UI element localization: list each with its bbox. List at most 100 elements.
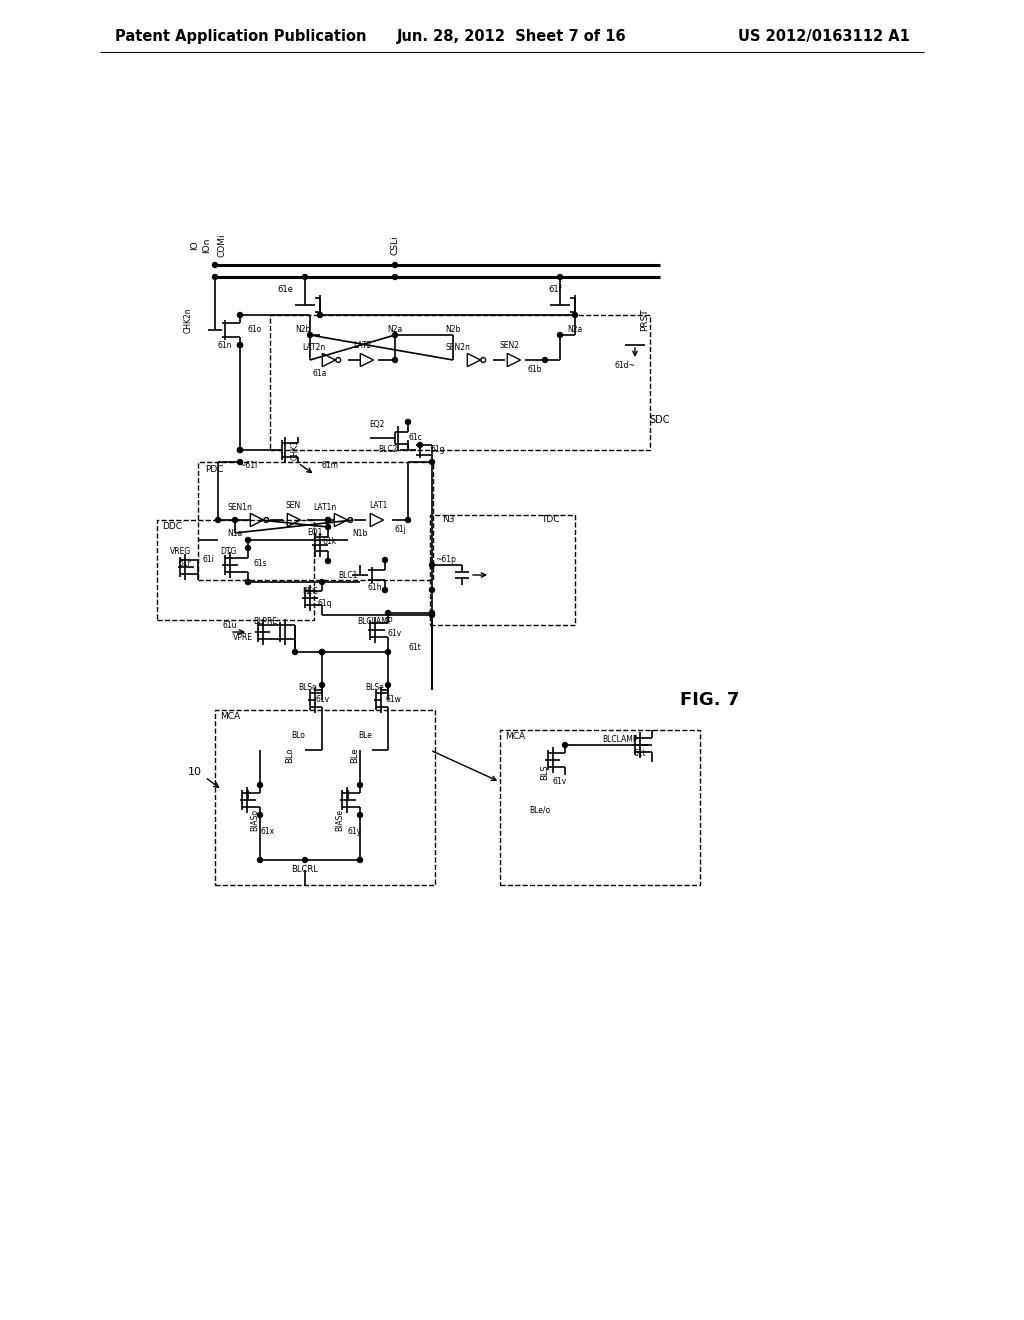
Text: 61b: 61b bbox=[527, 366, 543, 375]
Circle shape bbox=[392, 333, 397, 338]
Text: 61r: 61r bbox=[178, 558, 191, 568]
Circle shape bbox=[385, 610, 390, 615]
Circle shape bbox=[319, 682, 325, 688]
Text: BLe/o: BLe/o bbox=[529, 805, 551, 814]
Circle shape bbox=[383, 557, 387, 562]
Circle shape bbox=[392, 275, 397, 280]
Text: BLe: BLe bbox=[358, 730, 372, 739]
Circle shape bbox=[213, 263, 217, 268]
Circle shape bbox=[238, 313, 243, 318]
Text: DDC: DDC bbox=[162, 521, 182, 531]
Bar bbox=[500, 730, 700, 884]
Text: MCA: MCA bbox=[220, 711, 240, 721]
Text: 61c: 61c bbox=[409, 433, 422, 442]
Text: BLCLAMP: BLCLAMP bbox=[357, 618, 393, 627]
Circle shape bbox=[257, 813, 262, 817]
Text: 61w: 61w bbox=[385, 694, 401, 704]
Text: N2a: N2a bbox=[567, 326, 583, 334]
Text: 61s: 61s bbox=[253, 558, 267, 568]
Text: 61n: 61n bbox=[218, 341, 232, 350]
Text: 61d~: 61d~ bbox=[614, 360, 636, 370]
Text: 61m: 61m bbox=[322, 461, 339, 470]
Text: TDC: TDC bbox=[541, 516, 559, 524]
Text: BLo: BLo bbox=[291, 730, 305, 739]
Text: BLPRE: BLPRE bbox=[253, 618, 278, 627]
Text: EQ2: EQ2 bbox=[370, 421, 385, 429]
Bar bbox=[270, 315, 650, 450]
Text: 61t: 61t bbox=[634, 750, 646, 759]
Circle shape bbox=[429, 459, 434, 465]
Text: EQ1: EQ1 bbox=[307, 528, 323, 537]
Text: BIASo: BIASo bbox=[251, 809, 259, 832]
Circle shape bbox=[317, 313, 323, 318]
Text: COMi: COMi bbox=[217, 234, 226, 257]
Circle shape bbox=[429, 610, 434, 615]
Text: ~61p: ~61p bbox=[435, 556, 457, 565]
Circle shape bbox=[543, 358, 548, 363]
Text: SEN1n: SEN1n bbox=[227, 503, 253, 512]
Circle shape bbox=[572, 313, 578, 318]
Circle shape bbox=[406, 517, 411, 523]
Text: 61o: 61o bbox=[248, 326, 262, 334]
Circle shape bbox=[385, 682, 390, 688]
Text: 61x: 61x bbox=[261, 828, 275, 837]
Text: SDC: SDC bbox=[650, 414, 671, 425]
Text: SEN2: SEN2 bbox=[500, 341, 520, 350]
Text: CHK2n: CHK2n bbox=[183, 308, 193, 333]
Text: N3: N3 bbox=[441, 516, 455, 524]
Circle shape bbox=[232, 517, 238, 523]
Text: LAT1n: LAT1n bbox=[313, 503, 337, 512]
Text: BLCLAMP: BLCLAMP bbox=[602, 735, 638, 744]
Text: BLSe: BLSe bbox=[366, 682, 384, 692]
Circle shape bbox=[429, 587, 434, 593]
Text: 61t: 61t bbox=[409, 644, 421, 652]
Circle shape bbox=[392, 358, 397, 363]
Text: 61f: 61f bbox=[548, 285, 562, 294]
Text: N1b: N1b bbox=[352, 528, 368, 537]
Text: PDC: PDC bbox=[205, 465, 223, 474]
Text: BLC1: BLC1 bbox=[338, 572, 357, 581]
Circle shape bbox=[406, 420, 411, 425]
Text: 61u: 61u bbox=[223, 620, 238, 630]
Circle shape bbox=[238, 342, 243, 347]
Text: 61q: 61q bbox=[317, 598, 332, 607]
Circle shape bbox=[238, 342, 243, 347]
Circle shape bbox=[246, 579, 251, 585]
Circle shape bbox=[357, 858, 362, 862]
Circle shape bbox=[302, 858, 307, 862]
Text: N1a: N1a bbox=[227, 528, 243, 537]
Text: US 2012/0163112 A1: US 2012/0163112 A1 bbox=[738, 29, 910, 45]
Circle shape bbox=[302, 275, 307, 280]
Circle shape bbox=[238, 447, 243, 453]
Bar bbox=[430, 515, 575, 624]
Text: N2b: N2b bbox=[445, 326, 461, 334]
Text: 61v: 61v bbox=[316, 694, 330, 704]
Text: SEN: SEN bbox=[286, 500, 301, 510]
Text: BIASe: BIASe bbox=[336, 809, 344, 832]
Text: PRST: PRST bbox=[640, 309, 649, 331]
Text: 61v: 61v bbox=[553, 777, 567, 787]
Text: BLSo: BLSo bbox=[299, 682, 317, 692]
Text: MCA: MCA bbox=[505, 733, 525, 741]
Text: VREG: VREG bbox=[170, 548, 191, 557]
Circle shape bbox=[293, 649, 298, 655]
Text: Jun. 28, 2012  Sheet 7 of 16: Jun. 28, 2012 Sheet 7 of 16 bbox=[397, 29, 627, 45]
Text: REG: REG bbox=[302, 587, 318, 597]
Text: VPRE: VPRE bbox=[233, 632, 253, 642]
Text: 61k: 61k bbox=[323, 537, 337, 546]
Text: 61e: 61e bbox=[278, 285, 293, 294]
Circle shape bbox=[246, 579, 251, 585]
Text: 61y: 61y bbox=[348, 828, 362, 837]
Text: IO: IO bbox=[190, 240, 200, 249]
Circle shape bbox=[429, 562, 434, 568]
Circle shape bbox=[383, 587, 387, 593]
Bar bbox=[198, 462, 433, 579]
Text: BLe: BLe bbox=[350, 747, 359, 763]
Text: N2b: N2b bbox=[295, 326, 310, 334]
Circle shape bbox=[385, 649, 390, 655]
Circle shape bbox=[557, 275, 562, 280]
Circle shape bbox=[319, 579, 325, 585]
Text: LAT1: LAT1 bbox=[369, 500, 387, 510]
Circle shape bbox=[326, 524, 331, 529]
Text: N2a: N2a bbox=[387, 326, 402, 334]
